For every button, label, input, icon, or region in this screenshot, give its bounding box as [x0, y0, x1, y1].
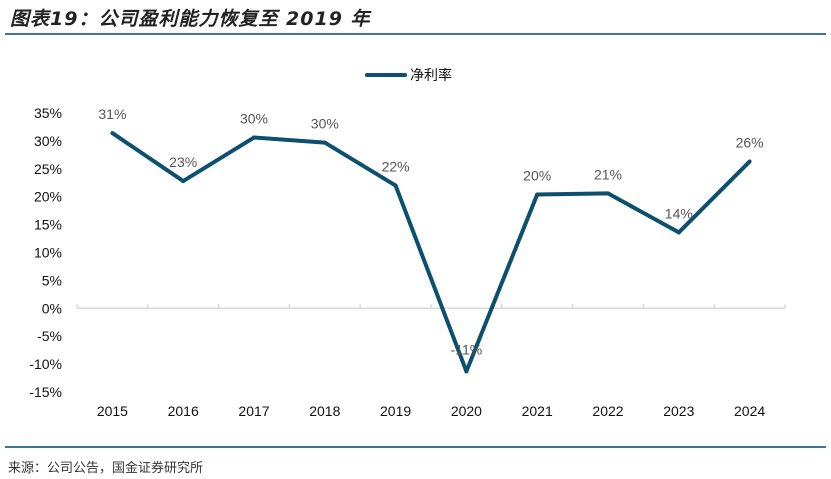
data-label: 21% — [594, 166, 622, 182]
data-point — [676, 230, 681, 235]
series-line — [111, 131, 752, 374]
legend-label: 净利率 — [410, 67, 452, 83]
data-label: 31% — [98, 106, 126, 122]
data-label: -11% — [451, 341, 483, 357]
x-tick-label: 2018 — [309, 403, 340, 419]
y-tick-label: 25% — [34, 161, 62, 177]
x-tick-label: 2021 — [522, 403, 553, 419]
x-tick-label: 2019 — [380, 403, 411, 419]
figure-title: 图表19：公司盈利能力恢复至 2019 年 — [10, 8, 371, 30]
title-rule — [5, 33, 826, 35]
data-point — [252, 135, 256, 140]
y-tick-label: -5% — [37, 328, 62, 344]
y-tick-label: 10% — [34, 245, 62, 261]
data-point — [393, 183, 398, 188]
x-tick-label: 2024 — [734, 403, 765, 419]
y-tick-label: 20% — [34, 189, 62, 205]
data-label: 23% — [169, 154, 197, 170]
data-label: 22% — [382, 159, 410, 175]
data-point — [606, 191, 610, 196]
data-point — [110, 131, 115, 136]
data-point — [322, 140, 327, 145]
y-tick-label: 0% — [42, 300, 62, 316]
x-tick-label: 2015 — [97, 403, 128, 419]
y-tick-label: -15% — [29, 384, 62, 400]
y-tick-label: -10% — [29, 356, 62, 372]
footer-rule — [5, 446, 826, 448]
data-label: 14% — [665, 205, 693, 221]
y-tick-label: 30% — [34, 133, 62, 149]
x-tick-label: 2017 — [238, 403, 269, 419]
x-tick-label: 2016 — [168, 403, 199, 419]
y-tick-label: 35% — [34, 105, 62, 121]
data-point — [747, 159, 752, 164]
data-label: 30% — [311, 116, 339, 132]
data-label: 26% — [736, 135, 764, 151]
data-point — [181, 179, 186, 184]
data-point — [464, 369, 469, 374]
data-label: 20% — [523, 167, 551, 183]
y-tick-label: 5% — [42, 272, 62, 288]
x-tick-label: 2020 — [451, 403, 482, 419]
y-tick-label: 15% — [34, 217, 62, 233]
data-label: 30% — [240, 111, 268, 127]
source-note: 来源：公司公告，国金证券研究所 — [8, 461, 204, 476]
x-tick-label: 2023 — [663, 403, 694, 419]
data-point — [535, 192, 540, 197]
x-tick-label: 2022 — [592, 403, 623, 419]
